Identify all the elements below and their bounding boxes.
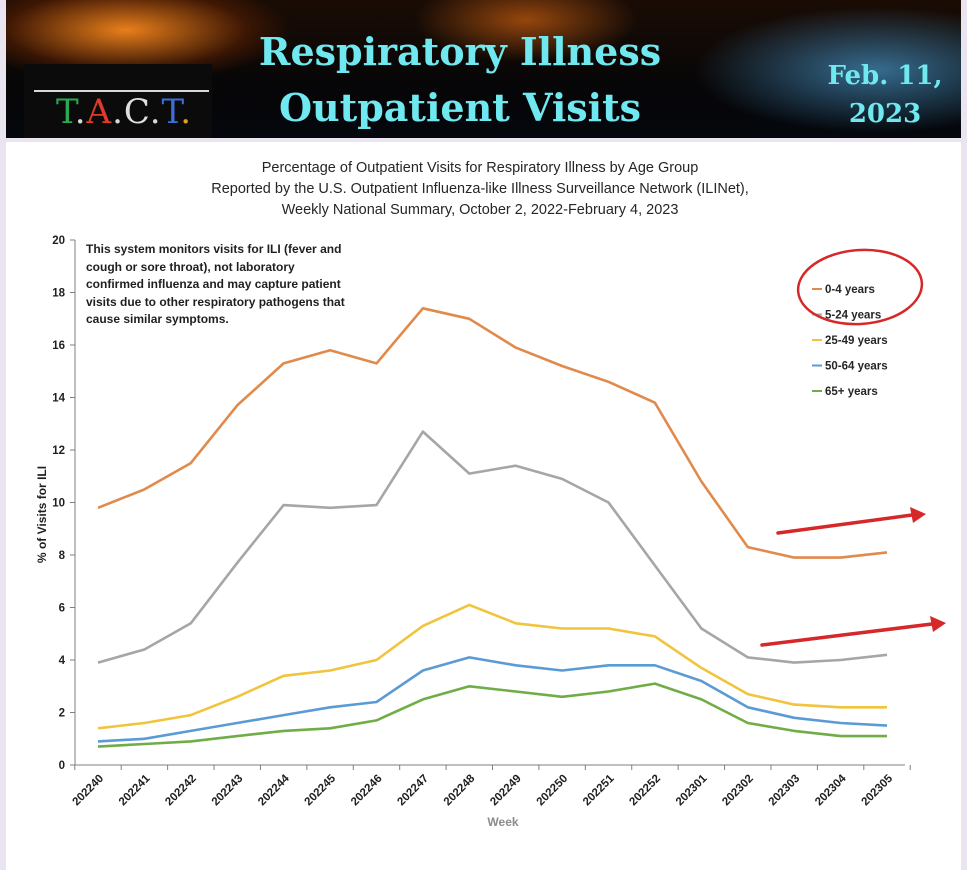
x-tick-label: 202248 — [442, 772, 478, 808]
trend-arrowhead-lower — [930, 616, 946, 632]
x-tick-label: 202243 — [210, 773, 246, 809]
x-tick-label: 202245 — [303, 772, 339, 808]
x-tick-label: 202241 — [117, 772, 153, 808]
logo-char-6: T — [161, 92, 181, 132]
x-tick-label: 202302 — [720, 773, 756, 809]
legend-highlight-circle — [796, 248, 924, 326]
logo-backdrop — [24, 64, 212, 138]
x-tick-label: 202303 — [767, 773, 803, 809]
legend-label-3: 50-64 years — [825, 361, 888, 373]
legend-label-1: 5-24 years — [825, 310, 881, 322]
series-line-4 — [97, 682, 887, 748]
x-tick-label: 202251 — [581, 772, 617, 808]
y-tick-label: 8 — [59, 550, 66, 562]
series-line-2 — [97, 603, 887, 730]
tact-logo: T.A.C.T. — [56, 92, 192, 132]
banner-title-line2: Outpatient Visits — [278, 85, 642, 130]
chart-card — [6, 142, 961, 870]
logo-char-7: . — [180, 92, 192, 132]
logo-char-1: . — [74, 92, 87, 132]
banner-title-line1: Respiratory Illness — [258, 29, 662, 74]
trend-arrow-lower — [760, 622, 934, 647]
x-tick-label: 202246 — [349, 773, 385, 809]
logo-char-2: A — [86, 92, 113, 132]
y-tick-label: 0 — [59, 760, 65, 772]
chart-title-line3: Weekly National Summary, October 2, 2022… — [281, 202, 679, 218]
chart-title: Percentage of Outpatient Visits for Resp… — [10, 158, 950, 221]
x-tick-label: 202249 — [488, 773, 524, 809]
logo-divider — [34, 90, 209, 92]
x-tick-label: 202244 — [256, 772, 292, 808]
x-tick-label: 202247 — [395, 773, 431, 809]
x-axis-label: Week — [487, 815, 518, 829]
banner-date-line1: Feb. 11, — [827, 61, 943, 91]
x-tick-label: 202301 — [674, 772, 710, 808]
chart-title-line2: Reported by the U.S. Outpatient Influenz… — [211, 181, 749, 197]
y-axis-label: % of Visits for ILI — [35, 466, 49, 563]
x-tick-label: 202242 — [163, 773, 199, 809]
legend-label-0: 0-4 years — [825, 284, 875, 296]
x-tick-label: 202305 — [860, 772, 896, 808]
series-line-0 — [97, 306, 888, 559]
x-tick-label: 202240 — [71, 773, 107, 809]
y-tick-label: 12 — [52, 445, 65, 457]
series-line-3 — [97, 656, 888, 743]
legend-label-4: 65+ years — [825, 386, 878, 398]
banner-title: Respiratory Illness Outpatient Visits — [220, 24, 700, 136]
logo-char-0: T — [56, 92, 75, 132]
trend-arrow-upper — [776, 513, 914, 535]
banner-date: Feb. 11, 2023 — [820, 57, 950, 133]
y-tick-label: 18 — [52, 288, 65, 300]
y-tick-label: 4 — [59, 655, 66, 667]
series-line-1 — [97, 430, 888, 664]
y-tick-label: 10 — [52, 498, 65, 510]
y-tick-label: 14 — [52, 393, 65, 405]
y-tick-label: 2 — [59, 708, 65, 720]
x-tick-label: 202304 — [813, 772, 849, 808]
logo-char-5: . — [149, 92, 162, 132]
trend-arrowhead-upper — [910, 507, 926, 523]
x-tick-label: 202250 — [535, 773, 571, 809]
y-tick-label: 16 — [52, 340, 65, 352]
logo-char-4: C — [123, 92, 150, 132]
y-tick-label: 6 — [59, 603, 65, 615]
chart-note: This system monitors visits for ILI (fev… — [86, 242, 345, 327]
banner-date-line2: 2023 — [848, 99, 922, 129]
x-tick-label: 202252 — [627, 773, 663, 809]
legend-label-2: 25-49 years — [825, 335, 888, 347]
logo-char-3: . — [112, 92, 124, 132]
y-tick-label: 20 — [52, 235, 65, 247]
chart-title-line1: Percentage of Outpatient Visits for Resp… — [261, 160, 699, 176]
